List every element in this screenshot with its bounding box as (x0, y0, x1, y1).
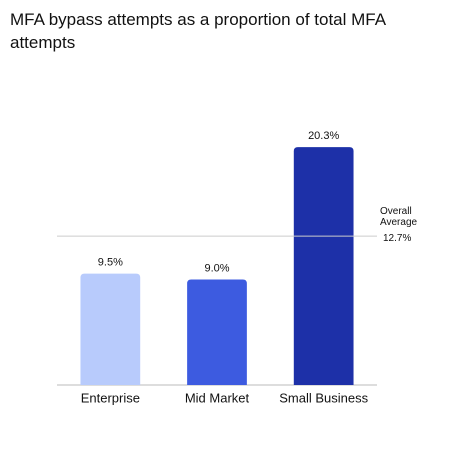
value-label: 20.3% (308, 130, 339, 142)
x-tick-label: Small Business (279, 390, 368, 405)
bar (80, 273, 141, 385)
chart-title: MFA bypass attempts as a proportion of t… (10, 10, 386, 52)
value-label: 9.5% (98, 257, 123, 269)
reference-label: Overall Average (380, 206, 418, 228)
x-tick-label: Enterprise (81, 390, 140, 405)
bar (293, 147, 354, 385)
value-label: 9.0% (204, 262, 229, 274)
bar (187, 279, 247, 385)
reference-value-label: 12.7% (383, 233, 411, 244)
x-tick-label: Mid Market (185, 390, 250, 405)
